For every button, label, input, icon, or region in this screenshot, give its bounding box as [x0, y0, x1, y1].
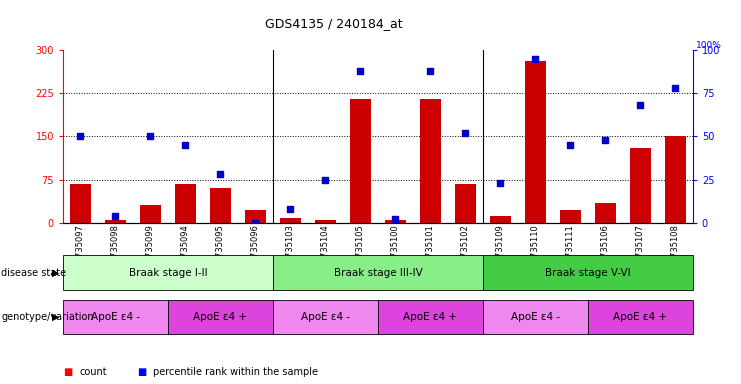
Bar — [630, 148, 651, 223]
Bar — [315, 220, 336, 223]
Bar — [385, 220, 406, 223]
Text: genotype/variation: genotype/variation — [1, 312, 94, 322]
Point — [599, 137, 611, 143]
Point — [319, 177, 331, 183]
Point — [634, 102, 646, 108]
Bar — [70, 184, 91, 223]
Text: ▶: ▶ — [52, 268, 59, 278]
Point — [425, 68, 436, 74]
Point — [75, 133, 87, 139]
Text: Braak stage I-II: Braak stage I-II — [129, 268, 207, 278]
Point — [144, 133, 156, 139]
Point — [354, 68, 366, 74]
Text: ApoE ε4 +: ApoE ε4 + — [403, 312, 457, 322]
Text: Braak stage V-VI: Braak stage V-VI — [545, 268, 631, 278]
Bar — [665, 136, 686, 223]
Text: ApoE ε4 -: ApoE ε4 - — [511, 312, 560, 322]
Text: Braak stage III-IV: Braak stage III-IV — [333, 268, 422, 278]
Text: disease state: disease state — [1, 268, 67, 278]
Bar — [420, 99, 441, 223]
Point — [110, 213, 122, 219]
Point — [669, 85, 681, 91]
Bar — [350, 99, 371, 223]
Text: ApoE ε4 +: ApoE ε4 + — [193, 312, 247, 322]
Text: count: count — [79, 367, 107, 377]
Point — [179, 142, 191, 148]
Bar — [525, 61, 546, 223]
Text: ■: ■ — [137, 367, 146, 377]
Text: ▶: ▶ — [52, 312, 59, 322]
Text: ■: ■ — [63, 367, 72, 377]
Bar — [105, 220, 126, 223]
Point — [215, 171, 227, 177]
Point — [390, 216, 402, 222]
Point — [565, 142, 576, 148]
Text: 100%: 100% — [696, 41, 722, 50]
Bar — [560, 210, 581, 223]
Bar — [245, 210, 266, 223]
Point — [285, 206, 296, 212]
Bar — [595, 203, 616, 223]
Text: ApoE ε4 -: ApoE ε4 - — [91, 312, 140, 322]
Bar — [210, 188, 231, 223]
Point — [250, 220, 262, 226]
Text: ApoE ε4 +: ApoE ε4 + — [614, 312, 668, 322]
Bar — [280, 218, 301, 223]
Text: GDS4135 / 240184_at: GDS4135 / 240184_at — [265, 17, 402, 30]
Point — [494, 180, 506, 186]
Bar — [140, 205, 161, 223]
Bar — [455, 184, 476, 223]
Point — [529, 56, 541, 62]
Text: ApoE ε4 -: ApoE ε4 - — [301, 312, 350, 322]
Text: percentile rank within the sample: percentile rank within the sample — [153, 367, 319, 377]
Point — [459, 130, 471, 136]
Bar — [490, 216, 511, 223]
Bar — [175, 184, 196, 223]
